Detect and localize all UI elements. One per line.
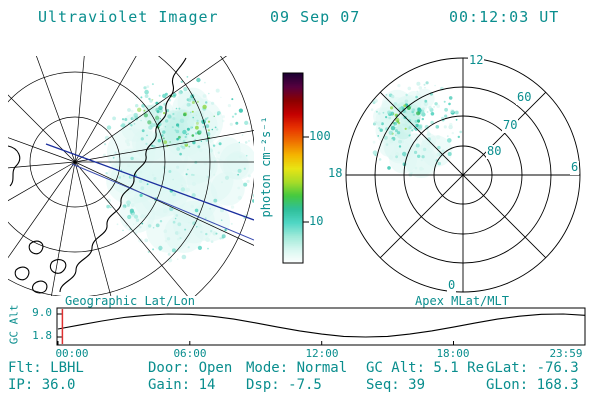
colorbar-label: photon cm⁻²s⁻¹ <box>259 116 274 218</box>
aurora-image-geo <box>103 76 254 263</box>
status-dsp: Dsp: -7.5 <box>246 377 322 393</box>
header-title: Ultraviolet Imager <box>38 8 219 26</box>
mlat-label-60: 60 <box>516 90 533 105</box>
mlt-label-0: 0 <box>447 278 457 293</box>
status-gain: Gain: 14 <box>148 377 216 393</box>
terminator-line <box>45 143 254 241</box>
colorbar-tick-10: 10 <box>309 214 324 228</box>
polar-panel-caption: Apex MLat/MLT <box>415 294 509 308</box>
header-date: 09 Sep 07 <box>270 8 361 26</box>
polar-grid <box>345 57 581 293</box>
alt-ytick-9.0: 9.0 <box>32 306 52 319</box>
mlat-label-80: 80 <box>486 144 503 159</box>
mlt-label-6: 6 <box>570 160 580 175</box>
status-glon: GLon: 168.3 <box>486 377 579 393</box>
status-seq: Seq: 39 <box>366 377 426 393</box>
status-door: Door: Open <box>148 360 233 376</box>
orbit-altitude-curve <box>57 313 585 338</box>
alt-chart-ylabel: GC Alt <box>7 304 21 345</box>
header-time: 00:12:03 UT <box>449 8 560 26</box>
status-flt: Flt: LBHL <box>8 360 84 376</box>
colorbar-tick-100: 100 <box>309 129 331 143</box>
alt-ytick-1.8: 1.8 <box>32 329 52 342</box>
mlt-label-18: 18 <box>327 166 344 181</box>
alt-xtick-0000: 00:00 <box>55 347 89 360</box>
geo-panel-caption: Geographic Lat/Lon <box>64 294 196 308</box>
alt-xtick-1800: 18:00 <box>436 347 470 360</box>
aurora-image-polar <box>370 81 463 178</box>
colorbar-frame <box>282 72 309 264</box>
mlat-label-70: 70 <box>502 118 519 133</box>
alt-xtick-1200: 12:00 <box>305 347 339 360</box>
mlt-label-12: 12 <box>468 53 485 68</box>
status-mode: Mode: Normal <box>246 360 348 376</box>
colorbar-fill <box>283 73 303 264</box>
coastline <box>8 57 187 294</box>
alt-xtick-2359: 23:59 <box>549 347 583 360</box>
status-ip: IP: 36.0 <box>8 377 76 393</box>
alt-xtick-0600: 06:00 <box>173 347 207 360</box>
alt-chart-xticks <box>57 341 586 345</box>
geo-map-panel <box>8 56 254 296</box>
status-glat: GLat: -76.3 <box>486 360 579 376</box>
geo-grid <box>8 56 254 296</box>
status-gcalt: GC Alt: 5.1 Re <box>366 360 485 376</box>
alt-chart-frame <box>56 307 586 346</box>
